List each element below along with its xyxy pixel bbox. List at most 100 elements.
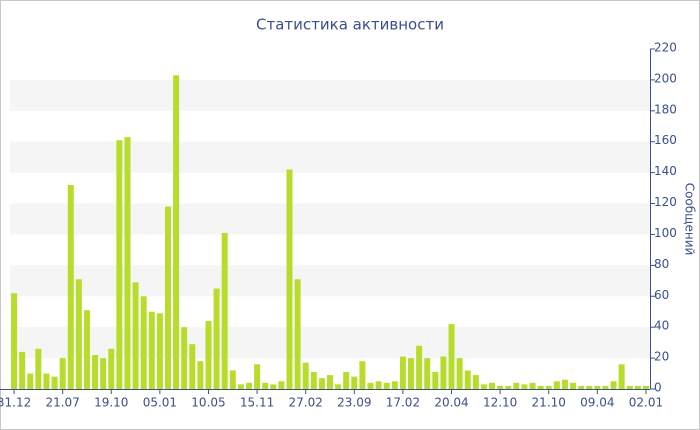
bar xyxy=(11,293,18,389)
bar xyxy=(424,358,431,389)
bar xyxy=(51,376,58,389)
bar xyxy=(553,381,560,389)
grid-band xyxy=(10,203,650,235)
bar xyxy=(124,137,131,389)
bar xyxy=(399,356,406,389)
bar xyxy=(586,385,593,389)
y-tick-label: 160 xyxy=(654,133,677,147)
bar xyxy=(634,385,641,389)
bar xyxy=(602,385,609,389)
bar xyxy=(626,385,633,389)
y-tick-label: 140 xyxy=(654,164,677,178)
bar xyxy=(489,382,496,389)
x-tick-label: 10.05 xyxy=(191,396,225,410)
bar xyxy=(213,288,220,389)
x-tick-label: 21.07 xyxy=(45,396,79,410)
bar xyxy=(351,376,358,389)
bar xyxy=(561,379,568,389)
x-tick-label: 20.04 xyxy=(434,396,468,410)
bar xyxy=(59,358,66,389)
y-tick-label: 120 xyxy=(654,195,677,209)
bar xyxy=(221,232,228,389)
bar xyxy=(140,296,147,389)
y-tick-label: 220 xyxy=(654,41,677,55)
bar xyxy=(327,375,333,389)
grid-band xyxy=(10,141,650,173)
bar xyxy=(27,373,34,389)
bar xyxy=(237,384,244,389)
bar xyxy=(43,373,50,389)
bar xyxy=(610,381,617,389)
bar xyxy=(383,382,390,389)
bar xyxy=(132,282,139,389)
bar xyxy=(480,384,487,389)
bar xyxy=(164,206,171,389)
y-tick-label: 200 xyxy=(654,71,677,85)
bar xyxy=(92,355,99,389)
bar xyxy=(35,348,42,389)
bar xyxy=(278,381,285,389)
bar xyxy=(537,385,544,389)
bar xyxy=(19,351,26,389)
y-tick-label: 60 xyxy=(654,288,669,302)
bar xyxy=(408,358,415,389)
bar xyxy=(464,370,471,389)
bar xyxy=(318,378,325,389)
bar xyxy=(570,382,577,389)
bar xyxy=(197,361,204,389)
bar xyxy=(83,310,90,389)
bar xyxy=(367,382,374,389)
x-tick-label: 05.01 xyxy=(143,396,177,410)
bar xyxy=(254,364,261,389)
x-tick-label: 12.10 xyxy=(483,396,517,410)
bar xyxy=(343,372,350,389)
x-tick-label: 19.10 xyxy=(94,396,128,410)
bar xyxy=(75,279,82,389)
bar xyxy=(302,362,309,389)
bar xyxy=(100,358,107,389)
bar xyxy=(108,348,115,389)
bar xyxy=(270,384,277,389)
x-tick-label: 21.10 xyxy=(532,396,566,410)
bar xyxy=(529,382,536,389)
x-tick-label: 09.04 xyxy=(580,396,614,410)
x-tick-label: 27.02 xyxy=(289,396,323,410)
bar xyxy=(189,344,196,389)
x-tick-label: 17.02 xyxy=(386,396,420,410)
bar xyxy=(310,372,317,389)
bar xyxy=(472,375,479,389)
y-tick-label: 0 xyxy=(654,381,662,395)
bar xyxy=(262,382,269,389)
y-tick-label: 40 xyxy=(654,319,669,333)
bar xyxy=(448,324,455,389)
grid-band xyxy=(10,265,650,297)
bar xyxy=(642,385,649,389)
bar xyxy=(335,384,342,389)
bar xyxy=(67,185,74,389)
bar xyxy=(594,385,601,389)
bar xyxy=(375,381,382,389)
bar xyxy=(173,75,180,389)
bar xyxy=(116,140,123,389)
y-tick-label: 20 xyxy=(654,350,669,364)
bar xyxy=(148,311,155,389)
bar xyxy=(391,381,398,389)
bar xyxy=(521,384,528,389)
bar xyxy=(497,385,504,389)
bar xyxy=(359,361,366,389)
bar xyxy=(416,345,423,389)
bar xyxy=(286,169,293,389)
bar xyxy=(156,313,163,389)
y-tick-label: 100 xyxy=(654,226,677,240)
bar xyxy=(181,327,188,389)
x-tick-label: 02.01 xyxy=(629,396,663,410)
bar xyxy=(205,321,212,389)
chart-title: Статистика активности xyxy=(256,16,444,34)
bar xyxy=(505,385,512,389)
bar xyxy=(229,370,236,389)
bar xyxy=(513,382,520,389)
bar xyxy=(456,358,463,389)
x-tick-label: 31.12 xyxy=(0,396,31,410)
bar xyxy=(432,372,439,389)
